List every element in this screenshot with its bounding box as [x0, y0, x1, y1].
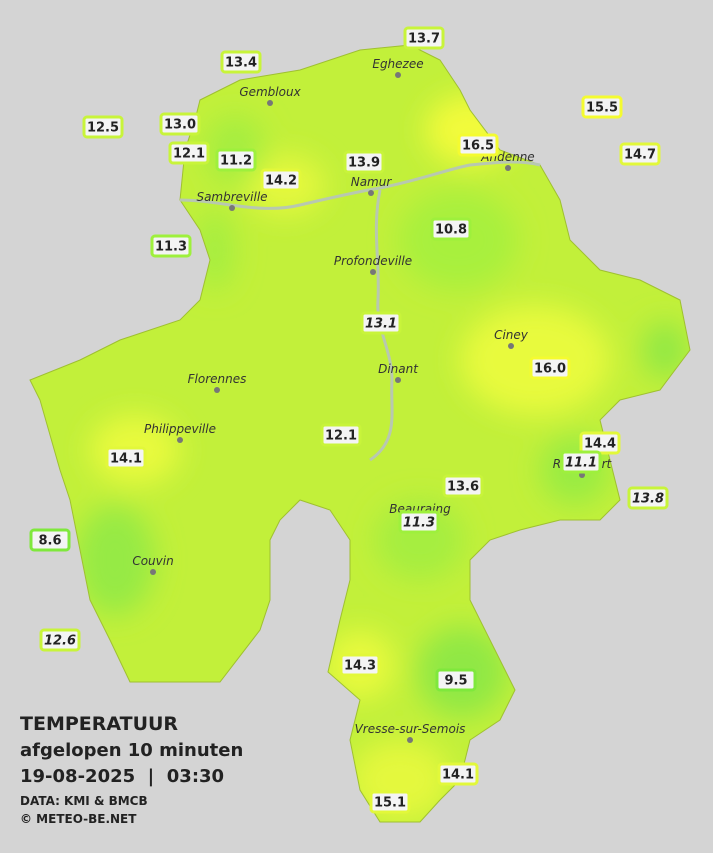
town-dot — [370, 269, 376, 275]
station-box — [437, 762, 479, 786]
station-box — [398, 510, 440, 534]
station-box — [457, 133, 499, 157]
station-value: 11.3 — [155, 240, 187, 255]
station-box — [581, 95, 623, 119]
station-value: 11.3 — [403, 516, 435, 531]
station-value: 12.6 — [44, 634, 76, 649]
source: DATA: KMI & BMCB — [20, 794, 148, 808]
town-label: Eghezee — [372, 57, 423, 71]
station-value: 14.4 — [584, 437, 616, 452]
station-value: 11.1 — [565, 456, 597, 471]
station-box — [435, 668, 477, 692]
town-label: Philippeville — [144, 422, 216, 436]
station-box — [220, 50, 262, 74]
station-value: 15.1 — [374, 796, 406, 811]
town-label: Vresse-sur-Semois — [355, 722, 466, 736]
town-label: Dinant — [378, 362, 419, 376]
station-value: 8.6 — [38, 534, 61, 549]
station-value: 14.2 — [265, 174, 297, 189]
station-box — [260, 168, 302, 192]
station-value: 13.1 — [365, 317, 397, 332]
town-dot — [395, 72, 401, 78]
town-label: Ciney — [494, 328, 529, 342]
station-value: 14.3 — [344, 659, 376, 674]
town-label: Sambreville — [196, 190, 267, 204]
town-label: Namur — [351, 175, 393, 189]
station-box — [403, 26, 445, 50]
station-value: 14.1 — [110, 452, 142, 467]
station-box — [627, 486, 669, 510]
station-value: 13.9 — [348, 156, 380, 171]
station-value: 12.5 — [87, 121, 119, 136]
town-dot — [505, 165, 511, 171]
station-box — [82, 115, 124, 139]
station-box — [39, 628, 81, 652]
station-box — [29, 528, 71, 552]
station-box — [442, 474, 484, 498]
station-value: 9.5 — [444, 674, 467, 689]
town-dot — [407, 737, 413, 743]
station-box — [343, 150, 385, 174]
station-box — [150, 234, 192, 258]
station-value: 10.8 — [435, 223, 467, 238]
town-label: Florennes — [188, 372, 247, 386]
town-label: Gembloux — [239, 85, 301, 99]
station-value: 13.6 — [447, 480, 479, 495]
town-dot — [150, 569, 156, 575]
town-dot — [177, 437, 183, 443]
station-value: 15.5 — [586, 101, 618, 116]
station-box — [159, 112, 201, 136]
station-box — [320, 423, 362, 447]
station-box — [360, 311, 402, 335]
station-value: 13.4 — [225, 56, 257, 71]
station-box — [529, 356, 571, 380]
station-box — [369, 790, 411, 814]
station-value: 16.5 — [462, 139, 494, 154]
town-dot — [508, 343, 514, 349]
station-box — [339, 653, 381, 677]
station-box — [560, 450, 602, 474]
town-label: Profondeville — [334, 254, 412, 268]
town-dot — [214, 387, 220, 393]
copyright: © METEO-BE.NET — [20, 812, 137, 826]
station-value: 13.7 — [408, 32, 440, 47]
station-box — [619, 142, 661, 166]
station-value: 13.0 — [164, 118, 196, 133]
station-value: 13.8 — [632, 492, 664, 507]
station-value: 12.1 — [173, 147, 205, 162]
town-label: Couvin — [132, 554, 173, 568]
station-box — [430, 217, 472, 241]
station-box — [215, 148, 257, 172]
station-value: 14.7 — [624, 148, 656, 163]
station-value: 12.1 — [325, 429, 357, 444]
datetime: 19-08-2025 | 03:30 — [20, 766, 224, 787]
town-dot — [267, 100, 273, 106]
station-value: 16.0 — [534, 362, 566, 377]
title: TEMPERATUUR — [20, 713, 178, 735]
subtitle: afgelopen 10 minuten — [20, 740, 243, 761]
town-dot — [229, 205, 235, 211]
station-value: 14.1 — [442, 768, 474, 783]
river — [179, 160, 541, 462]
station-box — [105, 446, 147, 470]
station-value: 11.2 — [220, 154, 252, 169]
town-dot — [368, 190, 374, 196]
town-dot — [395, 377, 401, 383]
station-box — [168, 141, 210, 165]
